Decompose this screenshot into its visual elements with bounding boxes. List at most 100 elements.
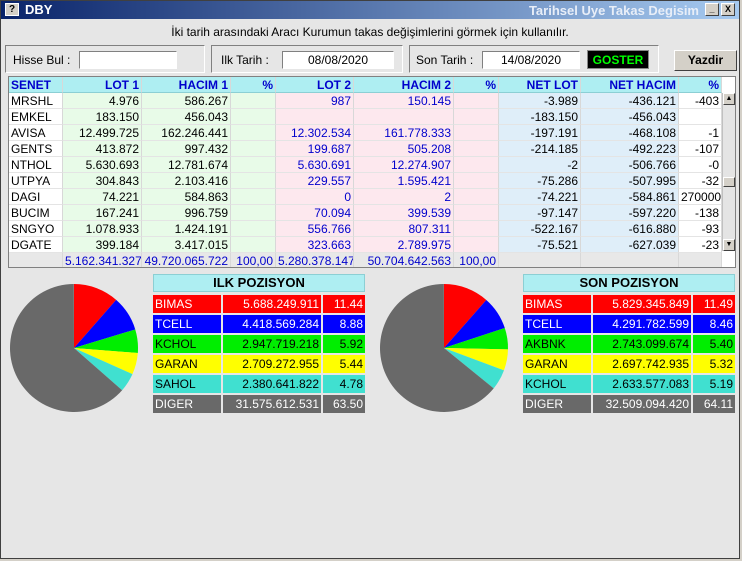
header-lot1[interactable]: LOT 1	[63, 77, 142, 93]
cell-lot1: 4.976	[63, 93, 142, 109]
header-pct1[interactable]: %	[231, 77, 276, 93]
table-row[interactable]: AVISA 12.499.725 162.246.441 12.302.534 161.…	[9, 125, 735, 141]
system-menu-icon[interactable]: ?	[5, 3, 19, 16]
ilk-name: DIGER	[153, 395, 221, 413]
pie-slice-akbnk	[444, 328, 508, 350]
cell-net-lot: -3.989	[499, 93, 581, 109]
table-row[interactable]: DAGI 74.221 584.863 0 2 -74.221 -584.861 270000	[9, 189, 735, 205]
table-row[interactable]: MRSHL 4.976 586.267 987 150.145 -3.989 -436.12…	[9, 93, 735, 109]
cell-net-hacim: -584.861	[581, 189, 679, 205]
cell-pct2	[454, 189, 499, 205]
header-senet[interactable]: SENET	[9, 77, 63, 93]
header-net-lot[interactable]: NET LOT	[499, 77, 581, 93]
cell-net-hacim: -507.995	[581, 173, 679, 189]
pie-slice-diger	[10, 284, 123, 412]
ilk-pozisyon-pie-chart	[10, 284, 139, 412]
cell-net-hacim: -456.043	[581, 109, 679, 125]
scroll-up-icon[interactable]: ▲	[723, 93, 735, 105]
ilk-pct: 63.50	[323, 395, 365, 413]
son-tarih-group	[409, 45, 659, 73]
scroll-down-icon[interactable]: ▼	[723, 239, 735, 251]
cell-pct1	[231, 237, 276, 253]
son-value: 4.291.782.599	[593, 315, 691, 333]
close-button[interactable]: X	[721, 3, 735, 16]
cell-pct2	[454, 221, 499, 237]
cell-net-hacim: -597.220	[581, 205, 679, 221]
cell-pct1	[231, 173, 276, 189]
scroll-thumb[interactable]	[723, 177, 735, 187]
cell-net-hacim: -492.223	[581, 141, 679, 157]
son-value: 32.509.094.420	[593, 395, 691, 413]
cell-pct2	[454, 109, 499, 125]
goster-button[interactable]: GOSTER	[587, 50, 649, 69]
cell-pct-net: 270000	[679, 189, 722, 205]
ilk-pct: 5.92	[323, 335, 365, 353]
takas-table: 5.162.341.327 49.720.065.722 100,00 5.280.3…	[8, 76, 736, 268]
table-row[interactable]: NTHOL 5.630.693 12.781.674 5.630.691 12.274.…	[9, 157, 735, 173]
cell-pct1	[231, 189, 276, 205]
table-row[interactable]: GENTS 413.872 997.432 199.687 505.208 -214.18…	[9, 141, 735, 157]
cell-hacim2: 2	[354, 189, 454, 205]
cell-pct1	[231, 141, 276, 157]
cell-hacim1: 1.424.191	[142, 221, 231, 237]
cell-net-lot: -183.150	[499, 109, 581, 125]
cell-hacim1: 456.043	[142, 109, 231, 125]
cell-pct-net: -403	[679, 93, 722, 109]
header-hacim2[interactable]: HACIM 2	[354, 77, 454, 93]
table-row[interactable]: DGATE 399.184 3.417.015 323.663 2.789.975 -75…	[9, 237, 735, 253]
son-value: 2.697.742.935	[593, 355, 691, 373]
ilk-pct: 8.88	[323, 315, 365, 333]
total-senet	[9, 253, 63, 267]
table-row[interactable]: UTPYA 304.843 2.103.416 229.557 1.595.421 -75…	[9, 173, 735, 189]
yazdir-button[interactable]: Yazdir	[674, 50, 737, 71]
son-value: 2.743.099.674	[593, 335, 691, 353]
window-title: Tarihsel Uye Takas Degisim	[528, 3, 699, 18]
cell-pct-net: -93	[679, 221, 722, 237]
total-pct2: 100,00	[454, 253, 499, 267]
hisse-search-input[interactable]	[79, 51, 177, 69]
header-pct-net[interactable]: %	[679, 77, 722, 93]
cell-lot1: 304.843	[63, 173, 142, 189]
cell-lot2: 199.687	[276, 141, 354, 157]
son-tarih-input[interactable]: 14/08/2020	[482, 51, 580, 69]
header-net-hacim[interactable]: NET HACIM	[581, 77, 679, 93]
ilk-value: 31.575.612.531	[223, 395, 321, 413]
total-pct-net	[679, 253, 722, 267]
table-row[interactable]: BUCIM 167.241 996.759 70.094 399.539 -97.147-…	[9, 205, 735, 221]
son-pct: 5.32	[693, 355, 735, 373]
cell-senet: GENTS	[9, 141, 63, 157]
header-pct2[interactable]: %	[454, 77, 499, 93]
cell-lot2: 229.557	[276, 173, 354, 189]
cell-hacim1: 996.759	[142, 205, 231, 221]
cell-pct-net: -1	[679, 125, 722, 141]
pie-slice-kchol	[444, 348, 504, 389]
cell-lot1: 12.499.725	[63, 125, 142, 141]
cell-lot1: 399.184	[63, 237, 142, 253]
cell-hacim2: 2.789.975	[354, 237, 454, 253]
cell-hacim1: 162.246.441	[142, 125, 231, 141]
son-value: 2.633.577.083	[593, 375, 691, 393]
table-totals-row: 5.162.341.327 49.720.065.722 100,00 5.280.3…	[9, 253, 735, 267]
cell-pct2	[454, 125, 499, 141]
table-row[interactable]: SNGYO 1.078.933 1.424.191 556.766 807.311 -52…	[9, 221, 735, 237]
cell-pct2	[454, 237, 499, 253]
minimize-button[interactable]: _	[705, 3, 719, 16]
cell-pct-net: -107	[679, 141, 722, 157]
cell-lot2	[276, 109, 354, 125]
table-row[interactable]: EMKEL 183.150 456.043 -183.150 -456.043	[9, 109, 735, 125]
cell-hacim2: 505.208	[354, 141, 454, 157]
cell-net-lot: -75.286	[499, 173, 581, 189]
header-hacim1[interactable]: HACIM 1	[142, 77, 231, 93]
header-lot2[interactable]: LOT 2	[276, 77, 354, 93]
cell-hacim1: 2.103.416	[142, 173, 231, 189]
ilk-name: TCELL	[153, 315, 221, 333]
ilk-tarih-input[interactable]: 08/08/2020	[282, 51, 394, 69]
title-bar[interactable]: ? DBY Tarihsel Uye Takas Degisim _ X	[1, 1, 739, 19]
ilk-value: 4.418.569.284	[223, 315, 321, 333]
son-pct: 5.19	[693, 375, 735, 393]
cell-pct2	[454, 141, 499, 157]
cell-net-hacim: -506.766	[581, 157, 679, 173]
cell-pct1	[231, 205, 276, 221]
table-vertical-scrollbar[interactable]: ▲ ▼	[722, 93, 735, 251]
